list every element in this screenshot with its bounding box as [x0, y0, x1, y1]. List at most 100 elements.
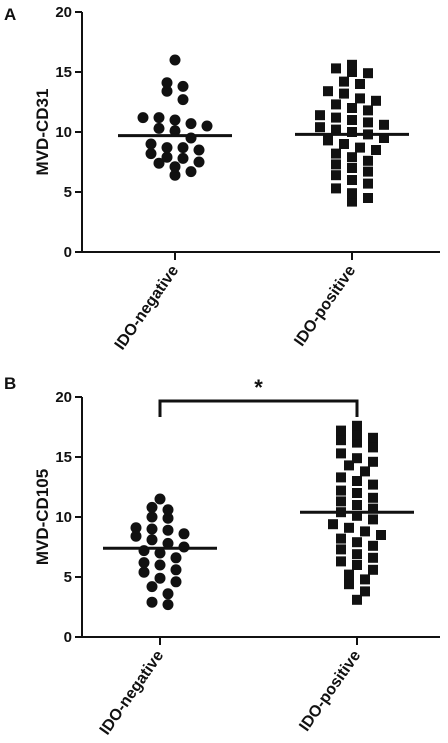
panel-b-point-ido-positive [352, 453, 362, 464]
panel-a-point-ido-positive [347, 152, 357, 163]
panel-a-point-ido-positive [363, 193, 373, 203]
panel-b-y-tick-label: 5 [64, 569, 72, 586]
panel-a-point-ido-negative [161, 77, 173, 89]
panel-a-point-ido-positive [331, 112, 341, 123]
panel-a-point-ido-negative [161, 85, 173, 97]
panel-b-point-ido-positive [360, 526, 370, 537]
panel-a-point-ido-negative [137, 112, 149, 124]
panel-b-point-ido-positive [336, 425, 346, 436]
panel-a-point-ido-positive [347, 59, 357, 70]
panel-a-point-ido-positive [347, 115, 357, 125]
panel-a: A MVD-CD31 0 5 10 15 20 IDO-negative IDO-posit… [4, 4, 440, 353]
panel-a-point-ido-positive [371, 145, 381, 155]
panel-a-point-ido-negative [177, 80, 189, 92]
panel-b-y-tick-label: 20 [55, 389, 72, 406]
panel-b-point-ido-positive [368, 503, 378, 514]
panel-b-point-ido-positive [336, 496, 346, 507]
panel-a-point-ido-negative [161, 142, 173, 154]
panel-a-point-ido-positive [347, 163, 357, 173]
panel-b-point-ido-positive [352, 488, 362, 498]
panel-a-point-ido-positive [323, 135, 333, 146]
panel-b-point-ido-negative [130, 522, 142, 534]
panel-a-point-ido-positive [315, 110, 325, 121]
panel-a-point-ido-positive [339, 88, 349, 99]
panel-b-point-ido-positive [368, 479, 378, 490]
panel-a-point-ido-negative [145, 138, 157, 150]
panel-b-point-ido-positive [352, 476, 362, 486]
panel-b-point-ido-positive [360, 466, 370, 477]
panel-b-point-ido-negative [146, 501, 158, 513]
panel-a-point-ido-positive [331, 63, 341, 74]
panel-a-point-ido-positive [339, 76, 349, 87]
panel-b-point-ido-positive [344, 569, 354, 580]
panel-a-point-ido-positive [323, 86, 333, 97]
panel-a-point-ido-negative [169, 125, 181, 137]
panel-a-point-ido-positive [363, 166, 373, 177]
panel-a-point-ido-positive [331, 148, 341, 159]
panel-b-point-ido-positive [368, 564, 378, 575]
panel-b-y-tick-label: 0 [64, 629, 72, 646]
panel-b-point-ido-negative [154, 559, 166, 571]
panel-b-points [103, 420, 414, 611]
panel-b-x-tick-label: IDO-positive [296, 647, 364, 734]
panel-b-point-ido-negative [170, 552, 182, 564]
panel-a-point-ido-negative [177, 94, 189, 106]
panel-b-point-ido-negative [162, 512, 174, 524]
panel-a-point-ido-positive [379, 119, 389, 130]
panel-b-point-ido-negative [162, 524, 174, 536]
panel-b-significance-bracket [158, 399, 359, 417]
panel-a-point-ido-positive [331, 124, 341, 135]
panel-b-point-ido-negative [146, 596, 158, 608]
panel-b-point-ido-negative [154, 547, 166, 559]
panel-b-point-ido-negative [130, 530, 142, 542]
panel-b-point-ido-positive [352, 549, 362, 560]
panel-b-point-ido-positive [344, 579, 354, 590]
panel-b-point-ido-positive [352, 500, 362, 510]
panel-a-point-ido-positive [355, 142, 365, 153]
panel-a-point-ido-positive [315, 122, 325, 133]
panel-a-point-ido-negative [153, 122, 165, 134]
panel-b-y-tick-label: 10 [55, 509, 72, 526]
panel-a-point-ido-positive [363, 68, 373, 79]
panel-b-point-ido-positive [336, 556, 346, 567]
panel-b-y-tick-label: 15 [55, 449, 72, 466]
panel-a-point-ido-negative [169, 169, 181, 181]
panel-a-point-ido-positive [347, 67, 357, 77]
panel-b-point-ido-positive [336, 533, 346, 544]
panel-a-point-ido-positive [355, 93, 365, 104]
panel-a-point-ido-positive [331, 183, 341, 194]
panel-b-point-ido-positive [368, 456, 378, 467]
panel-a-point-ido-negative [169, 114, 181, 126]
panel-a-point-ido-negative [153, 157, 165, 169]
panel-b-point-ido-negative [138, 566, 150, 578]
panel-a-point-ido-positive [347, 196, 357, 207]
panel-b-axes: 0 5 10 15 20 IDO-negative IDO-positive * [55, 375, 440, 738]
panel-a-point-ido-positive [347, 127, 357, 137]
panel-a-label: A [4, 5, 16, 24]
panel-a-point-ido-negative [185, 118, 197, 130]
panel-a-point-ido-positive [347, 188, 357, 199]
panel-b-point-ido-positive [360, 574, 370, 585]
panel-a-point-ido-negative [201, 120, 213, 132]
panel-a-point-ido-positive [371, 95, 381, 106]
panel-b-point-ido-negative [154, 572, 166, 584]
panel-a-point-ido-positive [363, 155, 373, 166]
panel-b-point-ido-positive [368, 432, 378, 443]
panel-a-point-ido-negative [153, 112, 165, 124]
panel-a-point-ido-negative [177, 152, 189, 164]
panel-a-point-ido-negative [193, 156, 205, 168]
panel-a-point-ido-positive [331, 159, 341, 170]
panel-b-point-ido-negative [154, 493, 166, 505]
panel-b-point-ido-positive [376, 530, 386, 540]
panel-a-point-ido-positive [363, 178, 373, 189]
panel-b-point-ido-negative [170, 576, 182, 588]
panel-a-point-ido-positive [363, 105, 373, 116]
panel-b-point-ido-positive [368, 540, 378, 551]
panel-b-point-ido-negative [162, 504, 174, 516]
panel-b-point-ido-positive [352, 560, 362, 570]
panel-b-point-ido-positive [336, 472, 346, 483]
panel-a-points [118, 54, 409, 207]
panel-a-x-tick-label: IDO-positive [291, 262, 359, 349]
panel-a-point-ido-positive [339, 139, 349, 149]
panel-b-point-ido-negative [146, 523, 158, 535]
